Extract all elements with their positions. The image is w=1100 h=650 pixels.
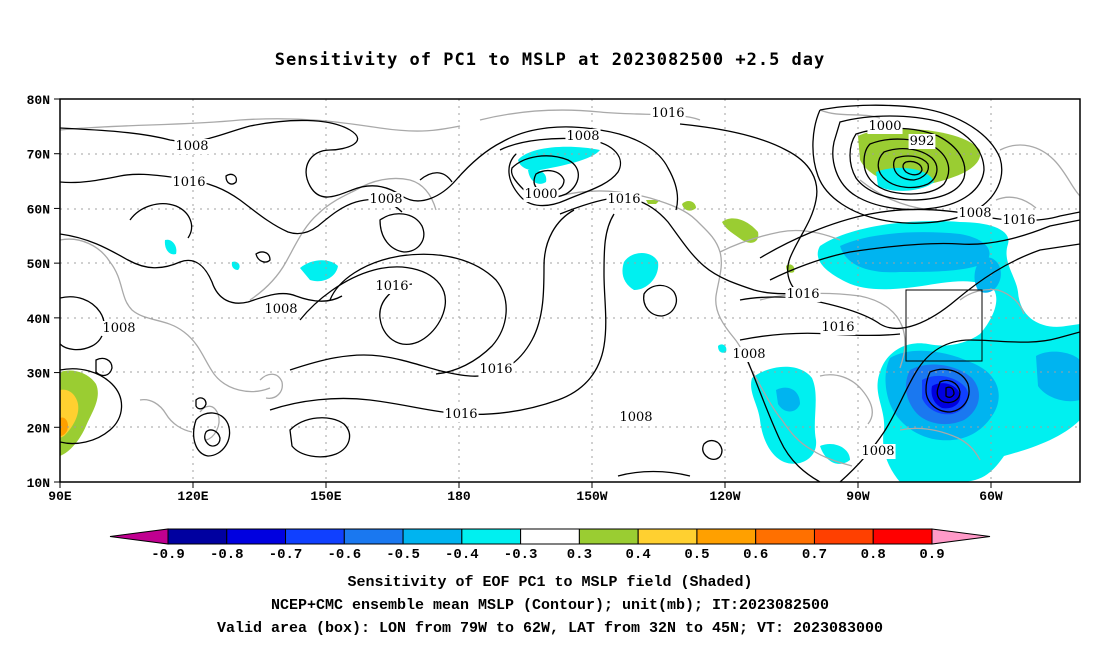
colorbar-swatch bbox=[520, 528, 580, 545]
colorbar-swatch bbox=[402, 528, 463, 545]
contour-label: 1016 bbox=[651, 106, 684, 121]
lon-tick-label: 180 bbox=[447, 489, 471, 504]
lat-tick-label: 80N bbox=[27, 93, 50, 108]
caption-valid-area: Valid area (box): LON from 79W to 62W, L… bbox=[216, 620, 884, 637]
contour-label: 1016 bbox=[172, 175, 205, 190]
colorbar-swatch bbox=[461, 528, 522, 545]
contour-label: 1016 bbox=[786, 287, 819, 302]
colorbar-swatch bbox=[755, 528, 815, 545]
contour-label: 1008 bbox=[175, 139, 208, 154]
contour-label: 1016 bbox=[1002, 213, 1035, 228]
colorbar-swatch bbox=[285, 528, 345, 545]
contour-label: 1016 bbox=[375, 279, 408, 294]
lon-tick-label: 90W bbox=[846, 489, 870, 504]
contour-label: 1008 bbox=[732, 347, 765, 362]
colorbar-swatch bbox=[872, 528, 933, 545]
map-frame bbox=[59, 98, 1081, 483]
colorbar-swatch bbox=[226, 528, 287, 545]
contour-label: 1008 bbox=[369, 192, 402, 207]
lon-tick-label: 120E bbox=[177, 489, 208, 504]
lon-tick-label: 120W bbox=[709, 489, 740, 504]
colorbar-label: -0.9 bbox=[151, 547, 185, 563]
caption-shading: Sensitivity of EOF PC1 to MSLP field (Sh… bbox=[347, 574, 753, 591]
colorbar-swatch bbox=[696, 528, 757, 545]
contour-label: 992 bbox=[910, 134, 935, 149]
contour-label: 1008 bbox=[861, 444, 894, 459]
colorbar-low-extend bbox=[109, 528, 169, 545]
colorbar-label: 0.6 bbox=[743, 547, 768, 563]
colorbar-swatch bbox=[167, 528, 228, 545]
lon-tick-label: 150E bbox=[310, 489, 341, 504]
lat-axis: 80N 70N 60N 50N 40N 30N 20N 10N bbox=[27, 93, 60, 491]
colorbar-label: 0.4 bbox=[626, 547, 651, 563]
lon-axis: 90E 120E 150E 180 150W 120W 90W 60W bbox=[48, 482, 1003, 504]
colorbar-label: 0.7 bbox=[802, 547, 827, 563]
contour-label: 1000 bbox=[868, 119, 901, 134]
lat-tick-label: 30N bbox=[27, 367, 50, 382]
contour-label: 1016 bbox=[444, 407, 477, 422]
lat-tick-label: 50N bbox=[27, 257, 50, 272]
colorbar-swatch bbox=[343, 528, 404, 545]
contour-labels: 1016 1008 1016 1000 992 1008 1008 1000 1… bbox=[101, 106, 1037, 459]
valid-area-box bbox=[905, 289, 983, 362]
colorbar-label: -0.5 bbox=[386, 547, 420, 563]
contour-label: 1016 bbox=[821, 320, 854, 335]
lon-tick-label: 90E bbox=[48, 489, 72, 504]
colorbar-swatch bbox=[637, 528, 698, 545]
lat-tick-label: 20N bbox=[27, 421, 50, 436]
contour-label: 1008 bbox=[264, 302, 297, 317]
colorbar-swatch bbox=[813, 528, 874, 545]
colorbar-high-extend bbox=[931, 528, 991, 545]
contour-label: 1016 bbox=[607, 192, 640, 207]
caption-contour: NCEP+CMC ensemble mean MSLP (Contour); u… bbox=[270, 597, 830, 614]
colorbar-swatch bbox=[578, 528, 639, 545]
colorbar-label: -0.4 bbox=[445, 547, 479, 563]
contour-label: 1008 bbox=[619, 410, 652, 425]
grid bbox=[60, 99, 1080, 482]
colorbar-label: -0.7 bbox=[269, 547, 303, 563]
colorbar-label: -0.8 bbox=[210, 547, 244, 563]
lat-tick-label: 70N bbox=[27, 148, 50, 163]
colorbar-label: -0.3 bbox=[504, 547, 538, 563]
colorbar-label: 0.9 bbox=[919, 547, 944, 563]
lat-tick-label: 10N bbox=[27, 476, 50, 491]
contour-label: 1016 bbox=[479, 362, 512, 377]
map-title: Sensitivity of PC1 to MSLP at 2023082500… bbox=[274, 50, 826, 70]
lon-tick-label: 60W bbox=[979, 489, 1003, 504]
colorbar-label: -0.6 bbox=[328, 547, 362, 563]
contour-label: 1008 bbox=[102, 321, 135, 336]
lon-tick-label: 150W bbox=[576, 489, 607, 504]
lat-tick-label: 40N bbox=[27, 312, 50, 327]
colorbar: -0.9 -0.8 -0.7 -0.6 -0.5 -0.4 -0.3 0.3 0.4 0.5 0.6… bbox=[109, 528, 991, 563]
contour-label: 1008 bbox=[958, 206, 991, 221]
colorbar-label: 0.5 bbox=[684, 547, 709, 563]
colorbar-label: 0.3 bbox=[567, 547, 592, 563]
contour-label: 1008 bbox=[566, 129, 599, 144]
contour-label: 1000 bbox=[524, 187, 557, 202]
colorbar-label: 0.8 bbox=[861, 547, 886, 563]
lat-tick-label: 60N bbox=[27, 202, 50, 217]
